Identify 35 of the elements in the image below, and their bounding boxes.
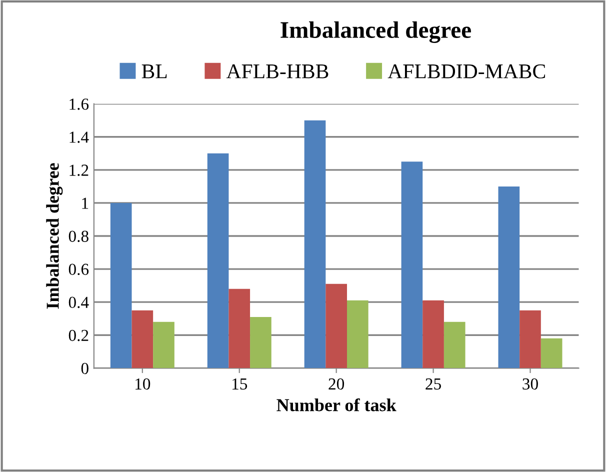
x-axis-title: Number of task [276,398,396,412]
bar [153,322,174,368]
y-tick-label: 0 [81,362,88,374]
x-tick-label: 25 [426,378,441,390]
bar [520,310,541,368]
bar [326,284,347,368]
y-tick-label: 1.2 [70,164,88,176]
x-tick-label: 10 [136,378,150,390]
y-tick-label: 1 [82,198,88,209]
bar [422,300,444,368]
legend-label: BL [142,64,167,78]
bar [540,338,562,368]
legend-label: AFLB-HBB [226,64,328,78]
bar [250,316,272,368]
y-tick-label: 1.4 [70,132,89,143]
y-tick-label: 0.8 [68,230,88,242]
y-axis-title: Imbalanced degree [46,163,63,309]
legend-label: AFLBDID-MABC [388,64,546,78]
y-tick-label: 1.6 [70,98,89,110]
bar [110,202,132,368]
y-tick-label: 0.4 [68,296,89,308]
bar [228,288,250,368]
bar [498,186,520,368]
y-tick-label: 0.6 [68,264,89,276]
bar [401,162,423,368]
bar [207,153,229,368]
bar [444,322,466,368]
x-tick-label: 20 [328,378,344,390]
x-tick-label: 30 [522,378,538,390]
x-tick-label: 15 [232,378,248,390]
bar [132,310,154,368]
chart-title: Imbalanced degree [280,21,471,43]
bar [304,120,326,368]
y-tick-label: 0.2 [68,330,88,342]
bar [346,300,368,368]
